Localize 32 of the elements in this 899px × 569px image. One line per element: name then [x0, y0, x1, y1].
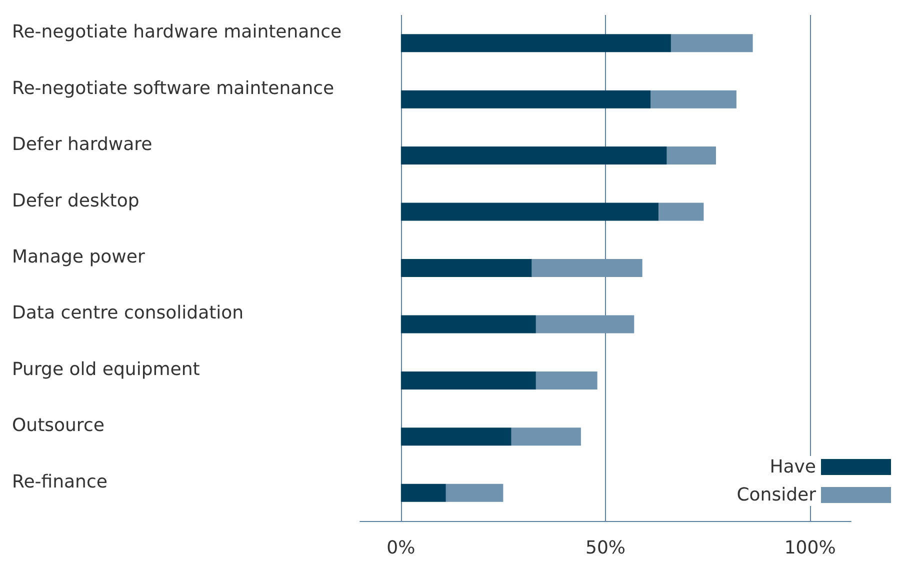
- bar: [400, 90, 651, 108]
- bar: [400, 146, 667, 165]
- bar: [536, 371, 598, 390]
- legend-label: Have: [770, 456, 816, 478]
- bar: [400, 34, 671, 52]
- bar: [400, 259, 532, 277]
- bar: [650, 90, 736, 108]
- y-tick-label: Purge old equipment: [12, 358, 200, 380]
- bar: [532, 259, 642, 277]
- y-tick-label: Defer hardware: [12, 134, 152, 156]
- x-tick-label: 50%: [585, 538, 626, 558]
- y-tick-label: Data centre consolidation: [12, 302, 244, 324]
- bar: [400, 371, 536, 390]
- x-tick-label: 0%: [386, 538, 416, 558]
- bar: [670, 34, 753, 52]
- legend-label: Consider: [736, 484, 817, 506]
- y-tick-label: Re-finance: [12, 471, 108, 492]
- y-tick-label: Outsource: [12, 415, 104, 436]
- bar: [536, 315, 634, 334]
- bar: [666, 146, 716, 165]
- bar: [511, 428, 581, 446]
- x-tick-label: 100%: [784, 538, 836, 558]
- bar: [400, 202, 659, 221]
- bar: [658, 202, 704, 221]
- y-tick-label: Re-negotiate hardware maintenance: [12, 22, 342, 43]
- y-tick-label: Manage power: [12, 246, 146, 268]
- bar: [400, 428, 512, 446]
- y-tick-label: Defer desktop: [12, 190, 140, 212]
- bar: [400, 315, 536, 334]
- y-tick-label: Re-negotiate software maintenance: [12, 78, 334, 99]
- bar: [446, 484, 504, 502]
- bar: [400, 484, 446, 502]
